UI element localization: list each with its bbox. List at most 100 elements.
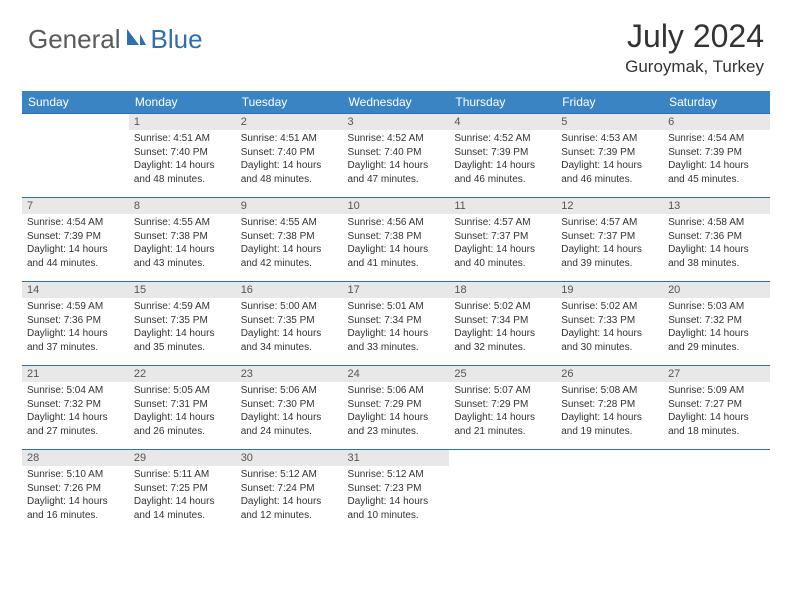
sunset-text: Sunset: 7:28 PM [561,398,658,412]
day-number: 14 [22,282,129,298]
day-body: Sunrise: 4:53 AMSunset: 7:39 PMDaylight:… [556,130,663,190]
daylight-text: Daylight: 14 hours and 33 minutes. [348,327,445,354]
week-row: 1Sunrise: 4:51 AMSunset: 7:40 PMDaylight… [22,114,770,198]
day-number: 15 [129,282,236,298]
day-body: Sunrise: 4:54 AMSunset: 7:39 PMDaylight:… [663,130,770,190]
sunrise-text: Sunrise: 4:54 AM [27,216,124,230]
day-cell [22,114,129,198]
day-body: Sunrise: 4:55 AMSunset: 7:38 PMDaylight:… [236,214,343,274]
day-number: 25 [449,366,556,382]
day-body: Sunrise: 4:52 AMSunset: 7:39 PMDaylight:… [449,130,556,190]
day-cell: 12Sunrise: 4:57 AMSunset: 7:37 PMDayligh… [556,198,663,282]
day-number: 6 [663,114,770,130]
daylight-text: Daylight: 14 hours and 38 minutes. [668,243,765,270]
sunset-text: Sunset: 7:39 PM [668,146,765,160]
sunrise-text: Sunrise: 4:55 AM [241,216,338,230]
day-cell: 21Sunrise: 5:04 AMSunset: 7:32 PMDayligh… [22,366,129,450]
day-number: 16 [236,282,343,298]
sunset-text: Sunset: 7:27 PM [668,398,765,412]
sunset-text: Sunset: 7:31 PM [134,398,231,412]
sunrise-text: Sunrise: 5:06 AM [241,384,338,398]
daylight-text: Daylight: 14 hours and 27 minutes. [27,411,124,438]
day-number: 29 [129,450,236,466]
day-number: 3 [343,114,450,130]
day-body: Sunrise: 5:02 AMSunset: 7:33 PMDaylight:… [556,298,663,358]
sunrise-text: Sunrise: 4:57 AM [561,216,658,230]
day-cell: 25Sunrise: 5:07 AMSunset: 7:29 PMDayligh… [449,366,556,450]
sunrise-text: Sunrise: 4:51 AM [134,132,231,146]
day-cell: 28Sunrise: 5:10 AMSunset: 7:26 PMDayligh… [22,450,129,534]
day-cell: 27Sunrise: 5:09 AMSunset: 7:27 PMDayligh… [663,366,770,450]
day-cell: 19Sunrise: 5:02 AMSunset: 7:33 PMDayligh… [556,282,663,366]
day-body: Sunrise: 5:07 AMSunset: 7:29 PMDaylight:… [449,382,556,442]
day-number [556,450,663,454]
sunset-text: Sunset: 7:32 PM [27,398,124,412]
day-number [22,114,129,118]
day-cell: 1Sunrise: 4:51 AMSunset: 7:40 PMDaylight… [129,114,236,198]
day-body: Sunrise: 5:11 AMSunset: 7:25 PMDaylight:… [129,466,236,526]
sunset-text: Sunset: 7:36 PM [668,230,765,244]
day-body: Sunrise: 5:10 AMSunset: 7:26 PMDaylight:… [22,466,129,526]
sunset-text: Sunset: 7:39 PM [454,146,551,160]
sunset-text: Sunset: 7:39 PM [27,230,124,244]
day-body: Sunrise: 5:12 AMSunset: 7:23 PMDaylight:… [343,466,450,526]
sunset-text: Sunset: 7:32 PM [668,314,765,328]
day-number: 31 [343,450,450,466]
sunrise-text: Sunrise: 5:08 AM [561,384,658,398]
sunset-text: Sunset: 7:40 PM [348,146,445,160]
day-number: 17 [343,282,450,298]
day-cell: 6Sunrise: 4:54 AMSunset: 7:39 PMDaylight… [663,114,770,198]
daylight-text: Daylight: 14 hours and 43 minutes. [134,243,231,270]
sunrise-text: Sunrise: 4:51 AM [241,132,338,146]
daylight-text: Daylight: 14 hours and 18 minutes. [668,411,765,438]
day-number: 1 [129,114,236,130]
daylight-text: Daylight: 14 hours and 21 minutes. [454,411,551,438]
day-number: 8 [129,198,236,214]
daylight-text: Daylight: 14 hours and 46 minutes. [454,159,551,186]
sunset-text: Sunset: 7:25 PM [134,482,231,496]
daylight-text: Daylight: 14 hours and 39 minutes. [561,243,658,270]
sunrise-text: Sunrise: 5:01 AM [348,300,445,314]
logo-text-general: General [28,24,121,55]
day-number: 9 [236,198,343,214]
sunset-text: Sunset: 7:34 PM [454,314,551,328]
sunset-text: Sunset: 7:35 PM [134,314,231,328]
daylight-text: Daylight: 14 hours and 44 minutes. [27,243,124,270]
day-cell: 11Sunrise: 4:57 AMSunset: 7:37 PMDayligh… [449,198,556,282]
day-number: 2 [236,114,343,130]
daylight-text: Daylight: 14 hours and 35 minutes. [134,327,231,354]
day-body: Sunrise: 5:01 AMSunset: 7:34 PMDaylight:… [343,298,450,358]
week-row: 21Sunrise: 5:04 AMSunset: 7:32 PMDayligh… [22,366,770,450]
day-body: Sunrise: 4:55 AMSunset: 7:38 PMDaylight:… [129,214,236,274]
day-body: Sunrise: 5:04 AMSunset: 7:32 PMDaylight:… [22,382,129,442]
day-body: Sunrise: 5:08 AMSunset: 7:28 PMDaylight:… [556,382,663,442]
day-number: 23 [236,366,343,382]
sunrise-text: Sunrise: 5:09 AM [668,384,765,398]
day-cell: 18Sunrise: 5:02 AMSunset: 7:34 PMDayligh… [449,282,556,366]
sunset-text: Sunset: 7:29 PM [454,398,551,412]
day-cell: 22Sunrise: 5:05 AMSunset: 7:31 PMDayligh… [129,366,236,450]
day-cell: 30Sunrise: 5:12 AMSunset: 7:24 PMDayligh… [236,450,343,534]
day-body: Sunrise: 5:05 AMSunset: 7:31 PMDaylight:… [129,382,236,442]
weekday-header: Tuesday [236,91,343,114]
day-number: 11 [449,198,556,214]
sunset-text: Sunset: 7:35 PM [241,314,338,328]
day-body: Sunrise: 4:58 AMSunset: 7:36 PMDaylight:… [663,214,770,274]
daylight-text: Daylight: 14 hours and 29 minutes. [668,327,765,354]
day-number: 7 [22,198,129,214]
day-cell: 29Sunrise: 5:11 AMSunset: 7:25 PMDayligh… [129,450,236,534]
sunset-text: Sunset: 7:37 PM [561,230,658,244]
day-cell [556,450,663,534]
sunrise-text: Sunrise: 5:00 AM [241,300,338,314]
week-row: 7Sunrise: 4:54 AMSunset: 7:39 PMDaylight… [22,198,770,282]
day-cell: 13Sunrise: 4:58 AMSunset: 7:36 PMDayligh… [663,198,770,282]
day-body: Sunrise: 4:51 AMSunset: 7:40 PMDaylight:… [129,130,236,190]
daylight-text: Daylight: 14 hours and 23 minutes. [348,411,445,438]
day-cell: 3Sunrise: 4:52 AMSunset: 7:40 PMDaylight… [343,114,450,198]
day-body: Sunrise: 4:57 AMSunset: 7:37 PMDaylight:… [449,214,556,274]
day-number [449,450,556,454]
sunrise-text: Sunrise: 5:10 AM [27,468,124,482]
day-number [663,450,770,454]
day-cell: 8Sunrise: 4:55 AMSunset: 7:38 PMDaylight… [129,198,236,282]
sunset-text: Sunset: 7:30 PM [241,398,338,412]
